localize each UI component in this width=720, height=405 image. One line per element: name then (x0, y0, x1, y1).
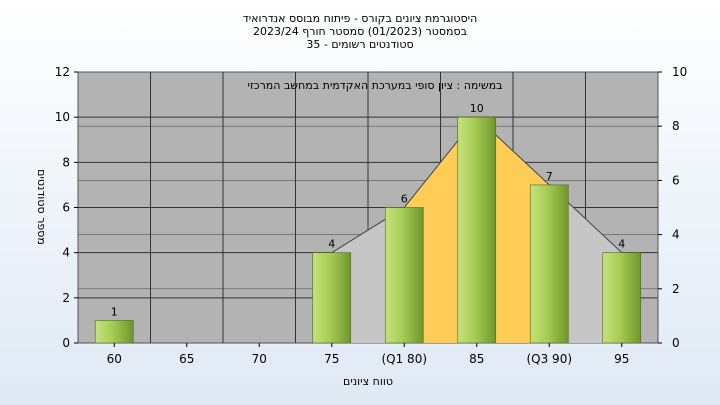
bar (457, 116, 497, 344)
bars (94, 116, 642, 344)
y2-tick-label: 6 (672, 173, 680, 187)
bar-value-label: 7 (546, 170, 553, 183)
chart-title-line-1: היסטוגרמת ציונים בקורס - פיתוח מבוסס אנד… (243, 12, 478, 25)
y-tick-label: 4 (62, 246, 70, 260)
x-axis-label: טווח ציונים (343, 375, 393, 388)
bar-value-label: 4 (618, 238, 625, 251)
y-tick-label: 8 (62, 155, 70, 169)
y2-tick-label: 0 (672, 336, 680, 350)
bar (529, 184, 569, 344)
bar-value-label: 6 (401, 193, 408, 206)
x-tick-label: 60 (107, 352, 122, 366)
bar (602, 252, 642, 344)
chart-title-line-3: סטודנטים רשומים - 35 (306, 38, 413, 51)
bar-value-label: 10 (470, 102, 484, 115)
y2-tick-label: 4 (672, 228, 680, 242)
x-tick-label: (Q1 80) (381, 352, 427, 366)
y-tick-label: 2 (62, 291, 70, 305)
bar-value-label: 4 (328, 238, 335, 251)
y-tick-label: 12 (55, 65, 70, 79)
bar-labels: 1 4 6 10 7 4 (111, 102, 626, 318)
x-tick-label: 75 (324, 352, 339, 366)
y-tick-label: 6 (62, 201, 70, 215)
bar (384, 207, 424, 344)
y-axis-ticks: 0 2 4 6 8 10 12 (55, 65, 78, 350)
y2-tick-label: 8 (672, 119, 680, 133)
bar-value-label: 1 (111, 305, 118, 318)
y2-tick-label: 10 (672, 65, 687, 79)
x-tick-label: 95 (614, 352, 629, 366)
y2-tick-label: 2 (672, 282, 680, 296)
x-tick-label: 85 (469, 352, 484, 366)
bar (94, 320, 134, 344)
chart-title-line-2: בסמסטר (01/2023) סמסטר חורף 2023/24 (253, 25, 467, 38)
bar (312, 252, 352, 344)
chart-subtitle: במשימה : ציון סופי במערכת האקדמית במחשב … (248, 79, 503, 92)
x-tick-label: 70 (252, 352, 267, 366)
x-axis-ticks: 60 65 70 75 (Q1 80) 85 (Q3 90) 95 (107, 343, 629, 366)
y-tick-label: 0 (62, 336, 70, 350)
y-axis-label: מספר סטודנטים (35, 169, 48, 245)
y2-axis-ticks: 0 2 4 6 8 10 (658, 65, 687, 350)
x-tick-label: 65 (179, 352, 194, 366)
y-tick-label: 10 (55, 110, 70, 124)
x-tick-label: (Q3 90) (526, 352, 572, 366)
